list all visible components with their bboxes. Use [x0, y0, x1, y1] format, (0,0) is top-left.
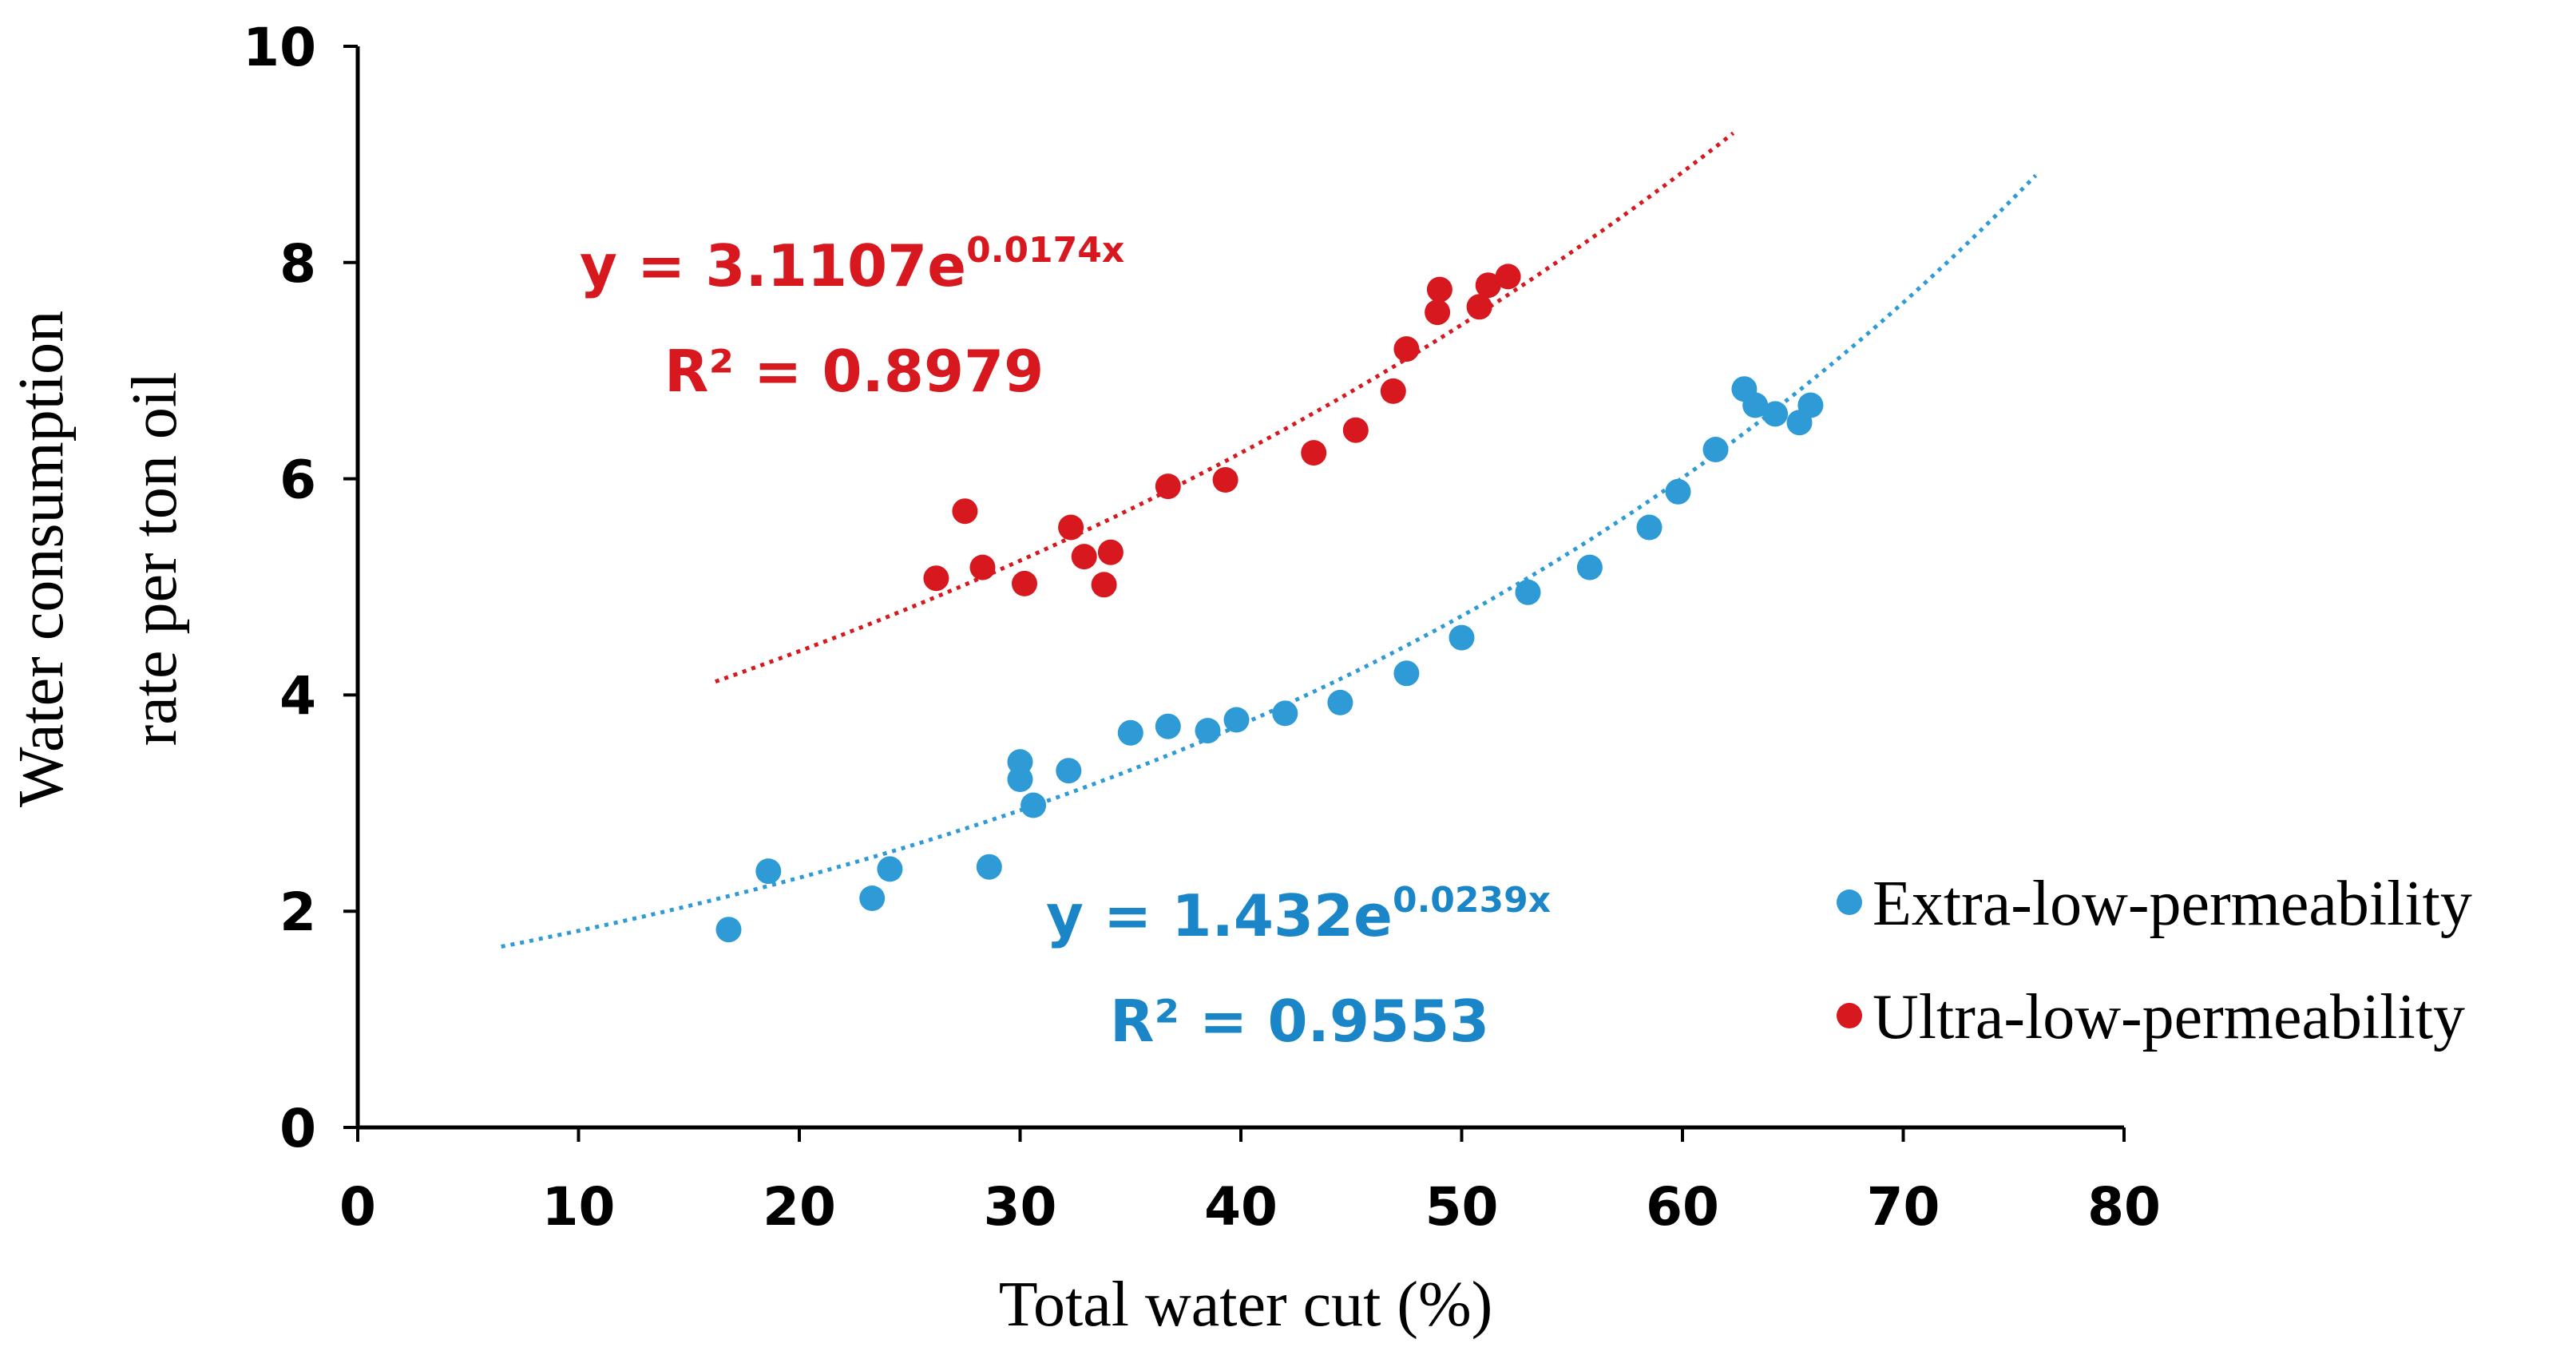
- ultra-low-point: [1393, 336, 1420, 363]
- extra-low-point: [1327, 689, 1353, 715]
- extra-low-point: [859, 885, 886, 911]
- x-tick-label: 10: [542, 1176, 616, 1238]
- ultra-low-point: [1012, 570, 1037, 596]
- ultra-low-point: [1425, 299, 1451, 326]
- extra-low-point: [1393, 660, 1420, 687]
- extra-low-point: [1449, 624, 1475, 651]
- extra-low-point: [1056, 758, 1082, 784]
- extra-low-point: [1762, 401, 1789, 427]
- extra-low-point: [1155, 713, 1181, 739]
- extra-low-point: [1742, 392, 1769, 418]
- extra-low-equation: y = 1.432e0.0239x R² = 0.9553: [1046, 880, 1551, 1055]
- extra-low-point: [715, 917, 742, 943]
- ultra-low-point: [1466, 294, 1492, 320]
- x-tick-label: 20: [763, 1176, 836, 1238]
- ultra-low-point: [969, 554, 996, 580]
- ultra-low-r2-text: R² = 0.8979: [664, 338, 1044, 405]
- ultra-low-point: [1097, 539, 1124, 565]
- extra-low-point: [877, 856, 903, 882]
- extra-low-point: [1702, 437, 1729, 462]
- x-axis-title: Total water cut (%): [999, 1270, 1493, 1340]
- y-tick-label: 0: [279, 1098, 316, 1159]
- legend-label-extra-low: Extra-low-permeability: [1873, 869, 2472, 939]
- x-tick-label: 70: [1867, 1176, 1940, 1238]
- y-tick-label: 10: [243, 17, 316, 78]
- x-tick-label: 0: [339, 1176, 376, 1238]
- ultra-low-point: [1495, 263, 1521, 290]
- ultra-low-equation: y = 3.1107e0.0174x R² = 0.8979: [580, 230, 1124, 405]
- extra-low-point: [1007, 767, 1033, 792]
- extra-low-point: [755, 858, 782, 885]
- extra-low-point: [1576, 554, 1603, 580]
- y-tick-label: 8: [279, 233, 316, 295]
- x-tick-label: 40: [1204, 1176, 1278, 1238]
- ultra-low-point: [1091, 572, 1117, 598]
- x-tick-label: 30: [984, 1176, 1057, 1238]
- extra-low-equation-text: y = 1.432e0.0239x: [1046, 880, 1551, 949]
- ultra-low-equation-text: y = 3.1107e0.0174x: [580, 230, 1124, 299]
- extra-low-point: [1797, 392, 1824, 418]
- y-axis-title-line-1: Water consumption: [6, 311, 77, 807]
- x-tick-label: 60: [1646, 1176, 1719, 1238]
- extra-low-point: [1195, 718, 1221, 744]
- x-tick-label: 50: [1425, 1176, 1499, 1238]
- ultra-low-point: [952, 498, 978, 525]
- extra-low-point: [1636, 514, 1663, 541]
- ultra-low-point: [1380, 378, 1406, 404]
- legend: Extra-low-permeability Ultra-low-permeab…: [1837, 869, 2472, 1052]
- y-tick-label: 2: [279, 882, 316, 943]
- extra-low-point: [1515, 579, 1541, 605]
- extra-low-point: [1272, 700, 1298, 727]
- ultra-low-point: [1426, 276, 1452, 303]
- ultra-low-point: [1155, 473, 1181, 500]
- legend-label-ultra-low: Ultra-low-permeability: [1873, 982, 2465, 1052]
- ultra-low-point: [1212, 467, 1238, 493]
- ultra-low-point: [923, 565, 949, 592]
- extra-low-r2-text: R² = 0.9553: [1110, 988, 1489, 1055]
- y-axis-ticks: 0 2 4 6 8 10: [243, 17, 358, 1159]
- legend-marker-ultra-low: [1837, 1003, 1862, 1028]
- ultra-low-trendline: [715, 131, 1735, 684]
- extra-low-point: [1665, 478, 1691, 505]
- y-axis-title-line-2: rate per ton oil: [120, 372, 190, 747]
- x-axis-ticks: 0 10 20 30 40 50 60 70 80: [339, 1127, 2161, 1238]
- axes: 0 10 20 30 40 50 60 70 80 0 2 4 6 8 10: [243, 17, 2161, 1238]
- ultra-low-point: [1058, 514, 1084, 541]
- ultra-low-point: [1342, 417, 1369, 443]
- data-points: [715, 263, 1824, 943]
- ultra-low-point: [1071, 544, 1097, 570]
- ultra-low-point: [1301, 440, 1327, 466]
- legend-marker-extra-low: [1837, 889, 1862, 915]
- x-tick-label: 80: [2087, 1176, 2161, 1238]
- extra-low-point: [1223, 707, 1250, 733]
- extra-low-point: [1117, 719, 1143, 746]
- y-tick-label: 6: [279, 450, 316, 511]
- extra-low-point: [1020, 792, 1047, 818]
- extra-low-point: [976, 854, 1002, 880]
- ultra-low-point: [1475, 272, 1501, 299]
- y-tick-label: 4: [279, 665, 316, 727]
